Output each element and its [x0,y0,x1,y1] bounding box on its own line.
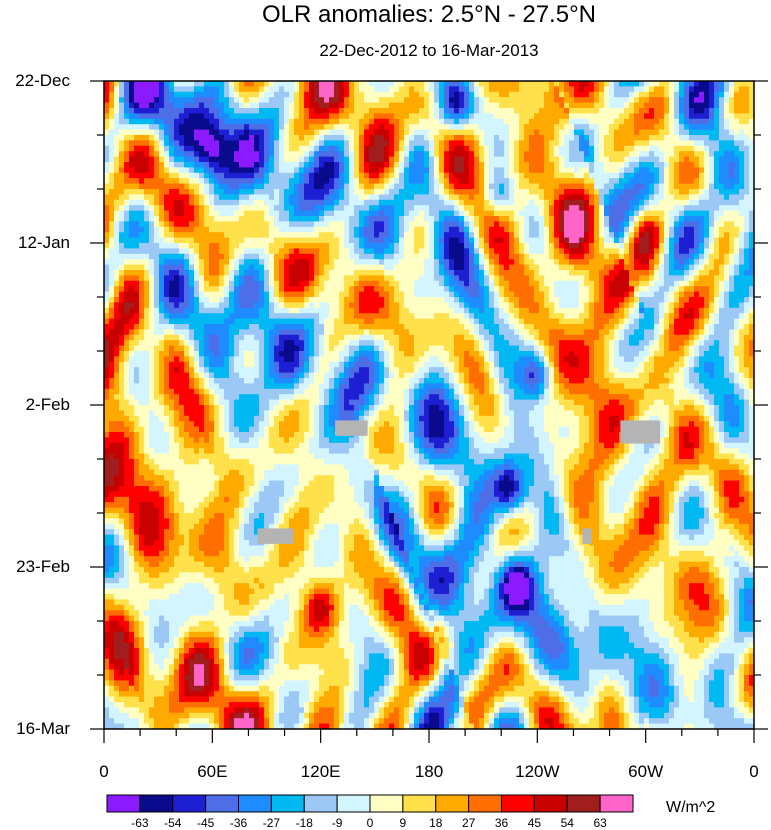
y-tick-label: 2-Feb [25,395,70,414]
axis-ticks [90,80,768,743]
anomaly-field [104,81,754,729]
colorbar-level-label: -63 [131,816,149,830]
colorbar-box [435,794,470,813]
x-tick-label: 120E [300,762,341,781]
x-tick-label: 60W [628,762,664,781]
colorbar-box [270,794,305,813]
colorbar-box [533,794,568,813]
colorbar-units: W/m^2 [666,799,716,816]
colorbar-level-label: 63 [593,816,607,830]
missing-data-patch [335,420,368,436]
y-tick-label: 16-Mar [16,719,70,738]
x-tick-label: 120W [515,762,560,781]
colorbar-box [303,794,338,813]
x-tick-label: 0 [749,762,759,781]
hovmoller-plot [90,80,768,743]
colorbar-level-label: 45 [527,816,542,830]
colorbar-box [172,794,207,813]
missing-data-patches [257,420,661,544]
x-tick-label: 180 [414,762,444,781]
y-tick-label: 12-Jan [18,233,70,252]
missing-data-patch [620,420,661,444]
colorbar-level-label: 36 [494,816,509,830]
colorbar-level-label: 18 [429,816,443,830]
colorbar-box [468,794,503,813]
colorbar-box [106,794,141,813]
chart-subtitle: 22-Dec-2012 to 16-Mar-2013 [319,41,539,60]
colorbar-box [501,794,535,813]
missing-data-patch [582,528,592,544]
colorbar-box [402,794,437,813]
missing-data-patch [257,528,294,544]
colorbar-level-label: 54 [560,816,574,830]
colorbar-box [599,794,634,813]
colorbar-level-label: -18 [295,816,313,830]
colorbar-box [369,794,404,813]
colorbar-level-label: -45 [196,816,215,830]
chart-title: OLR anomalies: 2.5°N - 27.5°N [261,1,596,28]
colorbar-box [566,794,601,813]
colorbar-level-label: 27 [461,816,476,830]
colorbar-level-label: -27 [262,816,281,830]
colorbar-box [336,794,371,813]
colorbar-level-label: 9 [399,816,407,830]
colorbar-level-label: -36 [229,816,248,830]
colorbar-box [238,794,272,813]
y-tick-label: 22-Dec [15,71,70,90]
colorbar-level-label: -9 [331,816,343,830]
y-tick-label: 23-Feb [16,557,70,576]
colorbar-box [139,794,174,813]
colorbar-level-label: 0 [366,816,374,830]
x-tick-label: 0 [99,762,109,781]
x-tick-label: 60E [197,762,228,781]
colorbar-box [205,794,240,813]
colorbar-level-label: -54 [164,816,182,830]
